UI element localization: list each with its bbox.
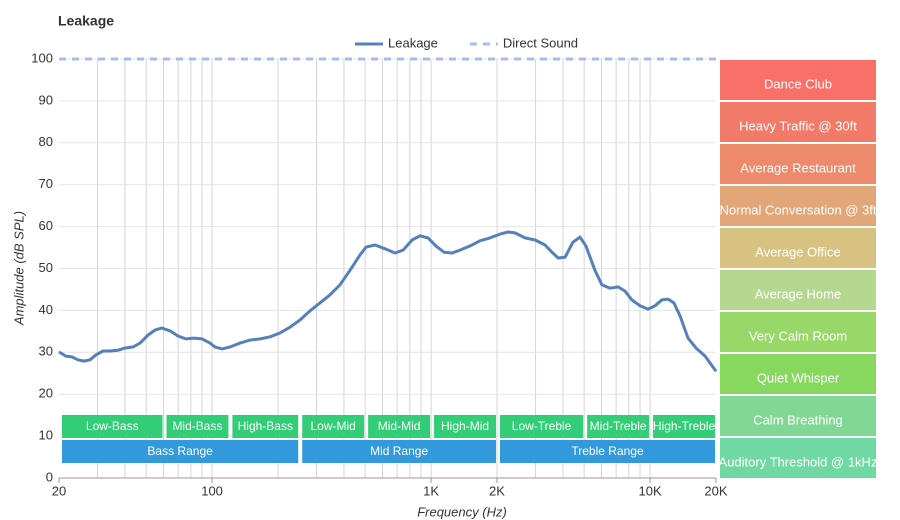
range-band: [368, 415, 431, 438]
level-label: Quiet Whisper: [757, 370, 840, 385]
range-label: High-Mid: [441, 419, 489, 433]
y-axis-label: Amplitude (dB SPL): [11, 211, 26, 326]
range-label: Low-Mid: [311, 419, 356, 433]
y-tick-label: 100: [31, 50, 53, 65]
range-label: Treble Range: [571, 444, 644, 458]
level-box: [720, 438, 876, 478]
x-tick-label: 1K: [423, 483, 439, 498]
range-band: [62, 440, 299, 463]
range-label: Low-Treble: [512, 419, 572, 433]
level-box: [720, 186, 876, 226]
level-label: Average Home: [755, 286, 841, 301]
level-label: Average Office: [755, 244, 841, 259]
range-label: Mid-Bass: [172, 419, 222, 433]
range-label: Bass Range: [147, 444, 213, 458]
range-band: [62, 415, 163, 438]
level-box: [720, 270, 876, 310]
range-band: [302, 440, 496, 463]
chart-title: Leakage: [58, 13, 114, 29]
y-tick-label: 80: [39, 134, 53, 149]
level-box: [720, 396, 876, 436]
legend-label: Leakage: [388, 35, 438, 50]
y-tick-label: 50: [39, 260, 53, 275]
y-tick-label: 10: [39, 428, 53, 443]
x-axis-label: Frequency (Hz): [417, 504, 507, 519]
range-label: High-Treble: [653, 419, 716, 433]
level-box: [720, 144, 876, 184]
range-label: Mid Range: [370, 444, 428, 458]
y-tick-label: 0: [46, 469, 53, 484]
level-box: [720, 60, 876, 100]
y-tick-label: 30: [39, 344, 53, 359]
y-tick-label: 90: [39, 92, 53, 107]
level-label: Very Calm Room: [749, 328, 847, 343]
range-label: Low-Bass: [86, 419, 139, 433]
level-box: [720, 228, 876, 268]
series-line: [58, 230, 718, 373]
level-box: [720, 102, 876, 142]
range-band: [500, 440, 715, 463]
range-band: [500, 415, 584, 438]
x-tick-label: 10K: [639, 483, 662, 498]
range-band: [587, 415, 650, 438]
level-label: Normal Conversation @ 3ft: [720, 202, 877, 217]
x-tick-label: 20: [52, 483, 66, 498]
y-tick-label: 60: [39, 218, 53, 233]
x-tick-label: 100: [201, 483, 223, 498]
range-band: [232, 415, 299, 438]
y-tick-label: 20: [39, 386, 53, 401]
range-band: [434, 415, 496, 438]
range-label: Mid-Mid: [378, 419, 421, 433]
y-tick-label: 70: [39, 176, 53, 191]
range-band: [653, 415, 715, 438]
level-box: [720, 312, 876, 352]
range-band: [302, 415, 365, 438]
legend-label: Direct Sound: [503, 35, 578, 50]
level-label: Heavy Traffic @ 30ft: [739, 118, 857, 133]
level-label: Average Restaurant: [740, 160, 856, 175]
y-tick-label: 40: [39, 302, 53, 317]
x-tick-label: 20K: [704, 483, 727, 498]
level-label: Calm Breathing: [753, 412, 843, 427]
level-label: Dance Club: [764, 76, 832, 91]
range-label: Mid-Treble: [590, 419, 647, 433]
range-band: [166, 415, 229, 438]
range-label: High-Bass: [238, 419, 293, 433]
level-box: [720, 354, 876, 394]
level-label: Auditory Threshold @ 1kHz: [719, 454, 878, 469]
x-tick-label: 2K: [489, 483, 505, 498]
